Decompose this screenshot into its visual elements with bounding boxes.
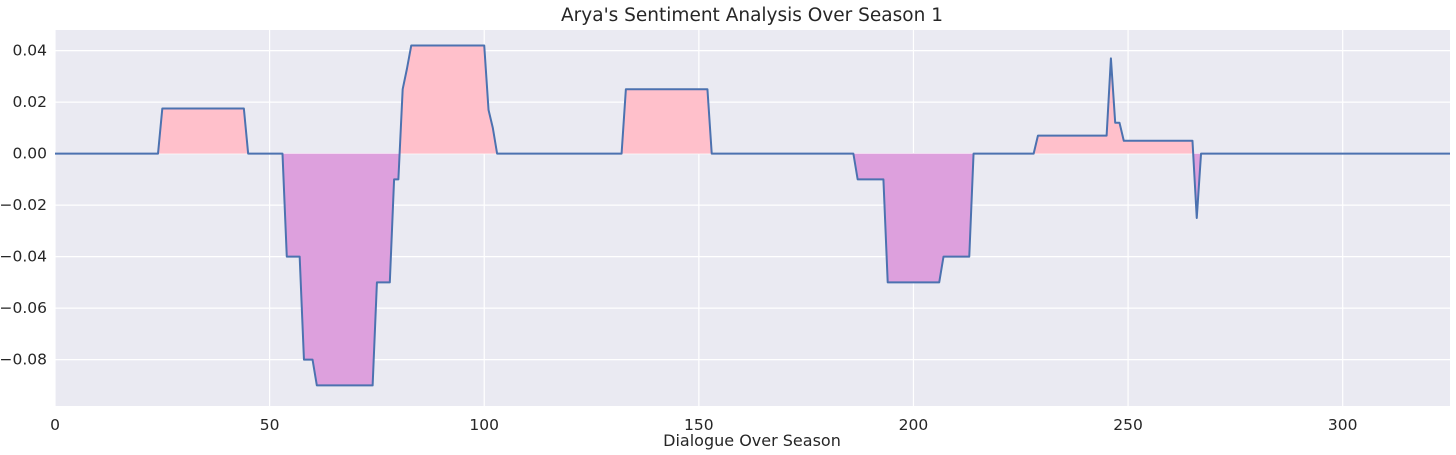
x-tick-labels: 0 50 100 150 200 250 300 [50, 416, 1357, 434]
positive-sentiment-area [158, 108, 249, 154]
x-tick-label: 50 [260, 416, 280, 434]
x-axis-label: Dialogue Over Season [663, 431, 841, 450]
positive-sentiment-area [399, 45, 712, 154]
y-tick-label: 0.02 [12, 93, 47, 111]
x-tick-label: 300 [1328, 416, 1358, 434]
sentiment-line [55, 44, 1450, 387]
x-tick-label: 250 [1113, 416, 1143, 434]
y-tick-label: 0.00 [12, 145, 47, 163]
line-layer [55, 44, 1450, 387]
x-tick-label: 150 [684, 416, 714, 434]
negative-sentiment-area [282, 153, 400, 386]
y-tick-label: −0.02 [0, 196, 47, 214]
x-tick-label: 0 [50, 416, 60, 434]
chart-title: Arya's Sentiment Analysis Over Season 1 [561, 5, 943, 26]
negative-sentiment-area [853, 153, 974, 283]
y-tick-label: −0.08 [0, 351, 47, 369]
x-tick-label: 200 [899, 416, 929, 434]
y-tick-label: −0.06 [0, 299, 47, 317]
x-tick-label: 100 [469, 416, 499, 434]
plot-background [55, 30, 1450, 406]
y-tick-label: −0.04 [0, 248, 47, 266]
y-tick-labels: 0.04 0.02 0.00 −0.02 −0.04 −0.06 −0.08 [0, 42, 47, 369]
y-tick-label: 0.04 [12, 42, 47, 60]
